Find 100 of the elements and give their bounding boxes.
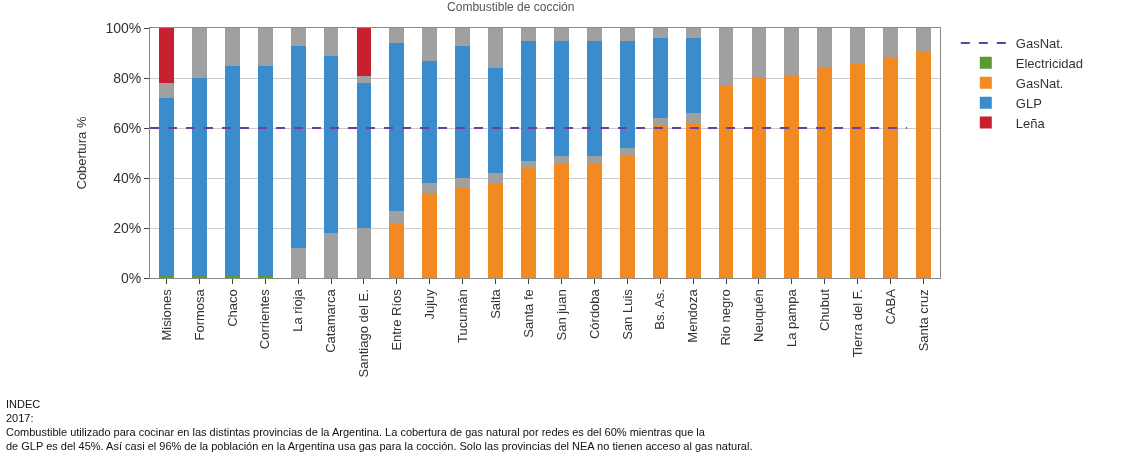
bar — [455, 178, 471, 188]
bar — [488, 28, 504, 68]
bar — [290, 45, 306, 248]
bar — [916, 28, 931, 51]
bar — [323, 233, 339, 278]
chart-title: Combustible de cocción — [447, 0, 575, 14]
legend-label: Leña — [1015, 115, 1046, 131]
bar — [521, 28, 536, 41]
bar — [652, 118, 668, 126]
x-tick-label: Salta — [487, 288, 503, 319]
bar — [554, 163, 569, 278]
x-tick-label: Bs. As. — [652, 289, 668, 330]
x-tick-label: Santa fe — [520, 289, 536, 338]
bar — [422, 60, 438, 183]
bar — [159, 98, 174, 276]
x-tick-label: Tucumán — [454, 289, 470, 343]
y-tick-label: 60% — [113, 119, 142, 136]
x-tick-label: Chaco — [224, 289, 240, 327]
x-tick-label: Misiones — [158, 288, 174, 341]
bar — [586, 163, 602, 278]
bar — [455, 188, 471, 278]
y-axis-title: Cobertura % — [74, 116, 90, 190]
legend-label: GasNat. — [1015, 36, 1064, 52]
bar — [586, 40, 602, 156]
x-tick-label: Neuquén — [751, 289, 767, 342]
text: Combustible utilizado para cocinar en las distintas provincias de la Argentina. La cobertura de gas natural por redes es del 60% mientras que la de GLP es del 45%. Así casi el 96% de la población en la Argentina usa gas para la cocción. Solo las provincias del NEA no tienen acceso al gas natural. — [6, 426, 753, 453]
bar — [389, 28, 405, 43]
bar — [356, 28, 372, 76]
bar — [356, 83, 372, 228]
bar — [257, 28, 273, 66]
bar — [191, 28, 207, 78]
x-tick-label: Catamarca — [323, 288, 339, 353]
x-tick-label: La pampa — [784, 288, 800, 348]
bar — [323, 55, 339, 233]
x-tick-label: CABA — [882, 288, 898, 325]
y-tick-label: 80% — [113, 69, 142, 86]
bar — [619, 155, 635, 278]
x-tick-label: Jujuy — [422, 288, 438, 320]
x-tick-label: Tierra del F. — [849, 289, 865, 358]
bar — [389, 210, 405, 223]
x-tick-label: Santiago del E. — [356, 289, 372, 378]
bar — [685, 38, 701, 113]
y-tick-label: 100% — [105, 19, 142, 36]
bar — [718, 85, 734, 278]
x-tick-label: Córdoba — [586, 288, 602, 340]
bar — [455, 45, 471, 178]
bar — [784, 28, 800, 76]
bar — [883, 58, 899, 278]
bar — [554, 40, 569, 156]
bar — [389, 223, 405, 278]
x-tick-label: San juan — [553, 289, 569, 341]
bar — [554, 155, 569, 163]
bar — [159, 28, 174, 83]
bar — [784, 75, 800, 278]
bar — [389, 43, 405, 211]
bar — [619, 28, 635, 41]
bar — [521, 40, 536, 161]
bar — [488, 173, 504, 183]
x-tick-label: San Luis — [619, 288, 635, 340]
bar — [191, 78, 207, 276]
bar — [652, 125, 668, 278]
bar — [290, 248, 306, 278]
x-tick-label: Entre Ríos — [389, 288, 405, 351]
bar — [554, 28, 569, 41]
bar — [652, 28, 668, 38]
x-tick-label: Formosa — [191, 288, 207, 341]
bar — [685, 113, 701, 123]
bar — [323, 28, 339, 56]
bar — [356, 228, 372, 278]
bar — [455, 28, 471, 46]
bar — [586, 28, 602, 41]
bar — [586, 155, 602, 163]
bar — [488, 68, 504, 173]
bar — [224, 65, 240, 276]
bar — [685, 123, 701, 278]
bar — [652, 38, 668, 118]
bar — [850, 28, 866, 63]
bar — [619, 40, 635, 148]
y-tick-label: 40% — [113, 169, 142, 186]
bar — [718, 28, 734, 86]
bar — [685, 28, 701, 38]
bar — [916, 50, 931, 278]
x-tick-label: Santa cruz — [915, 289, 931, 352]
bar — [488, 183, 504, 278]
bar — [521, 168, 536, 278]
bar — [422, 193, 438, 278]
bar — [422, 183, 438, 193]
bar — [159, 83, 174, 98]
bar — [817, 28, 833, 68]
x-tick-label: Chubut — [817, 288, 833, 332]
x-tick-label: Corrientes — [257, 288, 273, 350]
bar — [257, 65, 273, 276]
bar — [521, 160, 536, 168]
bar — [290, 28, 306, 46]
bar — [751, 28, 767, 78]
x-tick-label: Mendoza — [685, 288, 701, 343]
y-tick-label: 0% — [120, 269, 142, 286]
bar — [850, 63, 866, 278]
bar — [422, 28, 438, 61]
y-tick-label: 20% — [113, 219, 142, 236]
